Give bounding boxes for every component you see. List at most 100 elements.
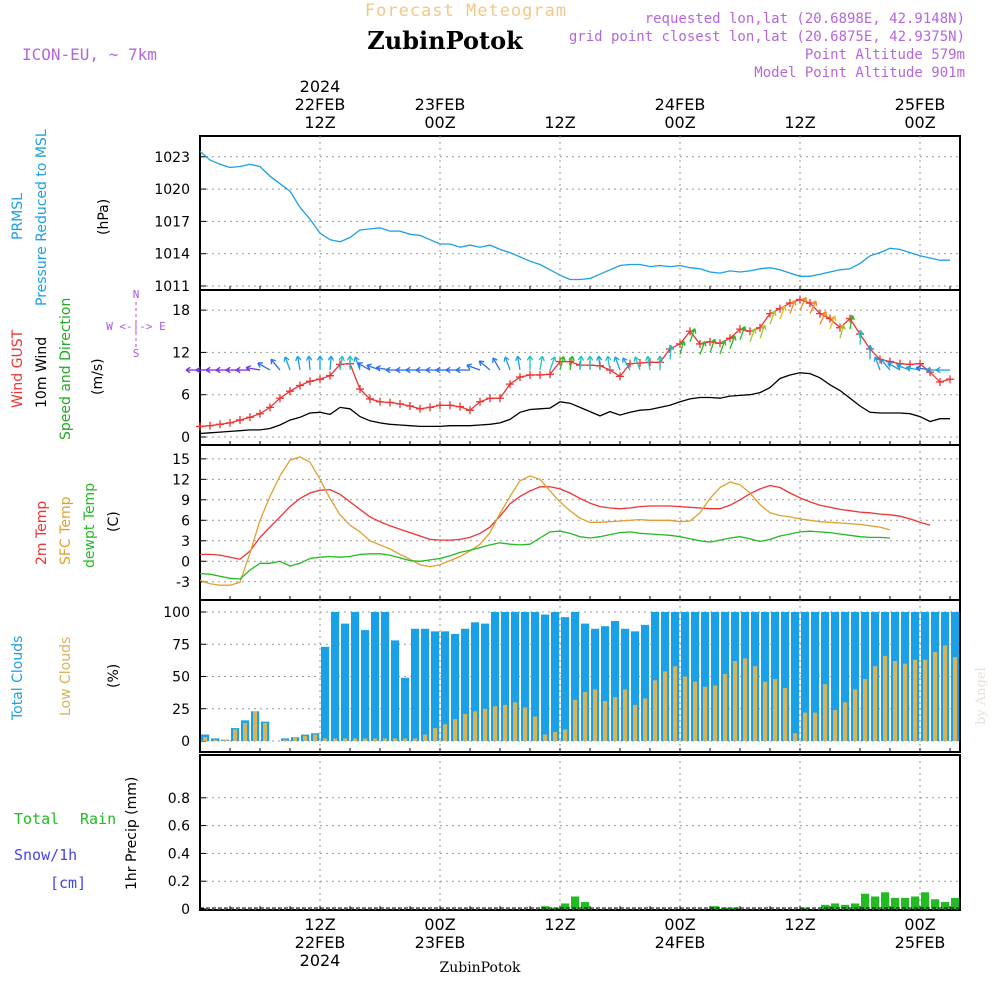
bar-total-clouds bbox=[351, 612, 360, 741]
bar-total-clouds bbox=[771, 612, 780, 741]
wind-arrow-head bbox=[346, 355, 354, 361]
wind-arrow bbox=[799, 297, 807, 311]
wind-arrow-head bbox=[568, 355, 575, 362]
series-line-10m-wind bbox=[199, 372, 950, 435]
bar-low-clouds bbox=[943, 645, 948, 741]
bar-low-clouds bbox=[583, 691, 588, 741]
location-title: ZubinPotok bbox=[367, 26, 524, 55]
bar-rain bbox=[881, 892, 890, 909]
gust-marker bbox=[696, 339, 704, 348]
wind-arrow bbox=[849, 315, 854, 330]
wind-arrow bbox=[606, 356, 611, 371]
wind-arrow-head bbox=[750, 328, 757, 334]
y-tick-label: 3 bbox=[181, 534, 190, 550]
gust-marker bbox=[506, 380, 514, 389]
wind-arrow-head bbox=[586, 355, 594, 361]
bar-low-clouds bbox=[223, 739, 228, 741]
wind-arrow bbox=[329, 356, 332, 371]
wind-arrow bbox=[779, 305, 786, 320]
bottom-time-label: 22FEB bbox=[295, 933, 346, 952]
gust-marker bbox=[256, 409, 264, 418]
y-tick-label: 1017 bbox=[154, 214, 190, 230]
bar-total-clouds bbox=[651, 612, 660, 741]
wind-arrow bbox=[646, 356, 651, 371]
bar-low-clouds bbox=[603, 701, 608, 741]
rain-label: Rain bbox=[80, 810, 116, 828]
wind-arrow-head bbox=[357, 362, 363, 368]
wind-arrow-head bbox=[656, 355, 664, 361]
gust-marker bbox=[746, 327, 754, 336]
bar-low-clouds bbox=[283, 739, 288, 741]
bar-total-clouds bbox=[521, 612, 530, 741]
wind-arrow-head bbox=[848, 314, 855, 321]
bar-total-clouds bbox=[851, 612, 860, 741]
wind-arrow-head bbox=[790, 299, 797, 306]
bar-low-clouds bbox=[523, 707, 528, 741]
top-time-label: 25FEB bbox=[895, 95, 946, 114]
bar-total-clouds bbox=[431, 631, 440, 741]
bar-rain bbox=[891, 897, 900, 909]
bar-total-clouds bbox=[631, 631, 640, 741]
wind-arrow bbox=[669, 345, 672, 360]
bar-low-clouds bbox=[463, 713, 468, 741]
bar-rain bbox=[571, 896, 580, 909]
bar-low-clouds bbox=[533, 716, 538, 741]
bar-total-clouds bbox=[451, 633, 460, 741]
bar-total-clouds bbox=[541, 614, 550, 741]
bar-total-clouds bbox=[381, 612, 390, 741]
pressure-panel: 1011 1014 1017 1020 1023 bbox=[154, 135, 961, 295]
wind-arrow-head bbox=[780, 305, 787, 312]
bar-total-clouds bbox=[711, 612, 720, 741]
gust-marker bbox=[496, 394, 504, 403]
wind-arrow bbox=[466, 364, 481, 371]
bar-low-clouds bbox=[613, 697, 618, 741]
bar-low-clouds bbox=[203, 737, 208, 741]
wind-arrow bbox=[569, 356, 574, 371]
footer-location: ZubinPotok bbox=[439, 960, 521, 976]
bar-low-clouds bbox=[853, 689, 858, 741]
bar-low-clouds bbox=[403, 738, 408, 741]
gust-marker bbox=[216, 420, 224, 429]
bar-low-clouds bbox=[653, 680, 658, 741]
bottom-time-label: 00Z bbox=[424, 915, 455, 934]
bar-low-clouds bbox=[863, 679, 868, 741]
wind-arrow bbox=[699, 341, 706, 355]
gust-marker bbox=[446, 401, 454, 410]
bar-total-clouds bbox=[641, 624, 650, 741]
model-label: ICON-EU, ~ 7km bbox=[22, 45, 157, 64]
bar-rain bbox=[801, 907, 810, 909]
bar-low-clouds bbox=[913, 659, 918, 741]
precip-panel: 0 0.2 0.4 0.6 0.8 bbox=[168, 754, 961, 918]
bar-total-clouds bbox=[281, 738, 290, 741]
gust-marker bbox=[516, 373, 524, 382]
bar-low-clouds bbox=[903, 663, 908, 741]
bar-low-clouds bbox=[393, 738, 398, 741]
top-time-label: 00Z bbox=[664, 113, 695, 132]
wind-unit: (m/s) bbox=[90, 358, 106, 395]
y-tick-label: 1014 bbox=[154, 247, 190, 263]
wind-arrow-head bbox=[811, 300, 818, 306]
bar-total-clouds bbox=[601, 626, 610, 741]
y-tick-label: 6 bbox=[181, 388, 190, 404]
clouds-unit: (%) bbox=[106, 664, 122, 688]
gust-marker bbox=[786, 299, 794, 308]
wind-arrow-head bbox=[338, 355, 345, 362]
top-time-label: 2024 bbox=[300, 77, 341, 96]
wind-arrow-head bbox=[385, 366, 391, 374]
wind-arrow-head bbox=[857, 330, 865, 336]
bar-low-clouds bbox=[563, 729, 568, 741]
wind-arrow-head bbox=[215, 366, 221, 374]
wind-arrow bbox=[598, 356, 601, 371]
bar-low-clouds bbox=[783, 688, 788, 741]
wind-arrow-head bbox=[760, 324, 767, 331]
snow-label: Snow/1h bbox=[14, 846, 77, 864]
bar-rain bbox=[831, 903, 840, 909]
wind-panel: 0 6 12 18 bbox=[172, 289, 961, 446]
bar-low-clouds bbox=[673, 666, 678, 741]
bar-rain bbox=[951, 897, 960, 909]
bar-low-clouds bbox=[593, 689, 598, 741]
gust-marker bbox=[616, 372, 624, 381]
bar-total-clouds bbox=[561, 617, 570, 741]
wind-arrow bbox=[859, 330, 862, 345]
